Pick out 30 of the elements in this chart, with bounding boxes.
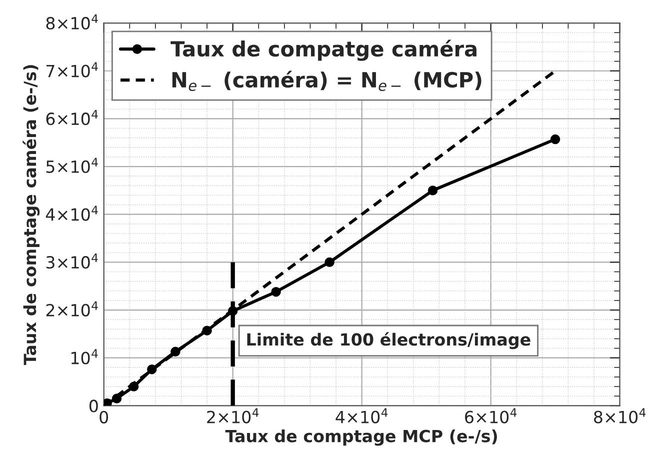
legend-label: N$_{e−}$ (caméra) = N$_{e−}$ (MCP) [172,70,482,91]
y-axis-title: Taux de comptage caméra (e-/s) [22,65,40,365]
x-tick-label: 0 [100,410,108,424]
point [104,398,112,406]
x-axis-title: Taux de comptage MCP (e-/s) [225,429,497,446]
point [112,394,122,404]
point [128,382,139,392]
y-tick-label: 3×10$^{4}$ [46,254,98,269]
point [271,286,281,297]
y-tick-label: 0 [89,400,98,412]
point [202,326,212,336]
point [324,257,334,268]
annotation: Limite de 100 électrons/image [247,332,530,350]
y-tick-label: 8×10$^{4}$ [46,14,98,30]
y-tick-label: 7×10$^{4}$ [46,62,98,78]
y-tick-label: 10$^{4}$ [71,349,98,364]
x-tick-label: 2×10$^{4}$ [207,408,259,424]
x-tick-label: 6×10$^{4}$ [465,408,517,424]
point [170,346,180,356]
y-tick-label: 6×10$^{4}$ [46,110,98,126]
point [550,134,560,144]
legend-label: Taux de compatge caméra [170,40,476,61]
x-tick-label: 8×10$^{4}$ [594,408,646,424]
y-tick-label: 4×10$^{4}$ [46,206,98,221]
point [228,306,238,316]
point [147,364,157,374]
x-tick-label: 4×10$^{4}$ [336,408,388,424]
point [428,186,438,196]
y-tick-label: 2×10$^{4}$ [46,301,98,316]
y-tick-label: 5×10$^{4}$ [46,158,98,173]
